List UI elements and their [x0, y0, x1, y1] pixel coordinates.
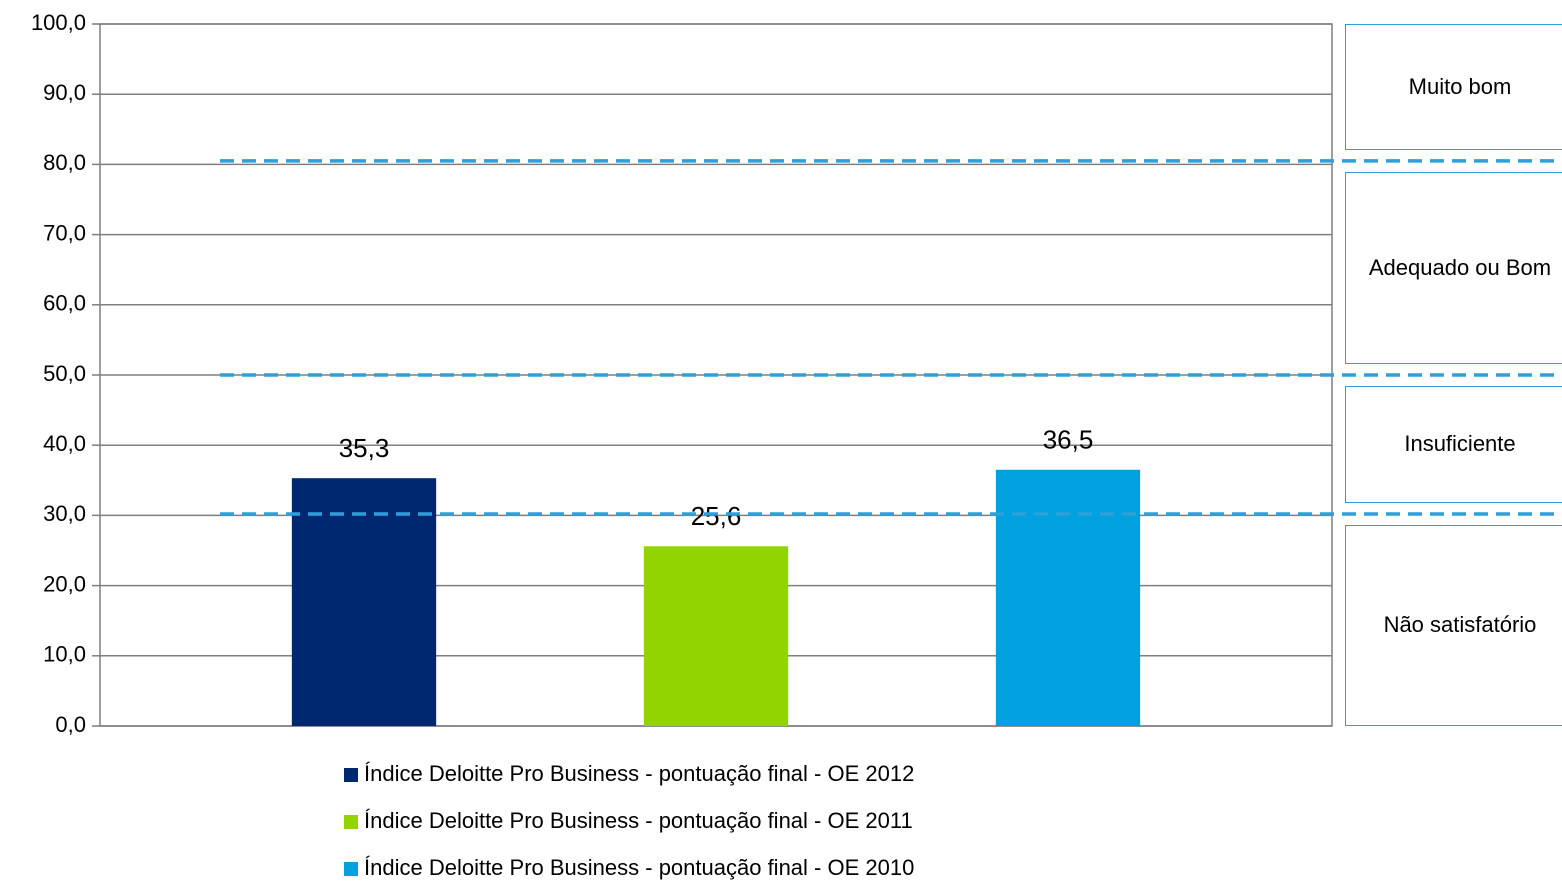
band-label: Não satisfatório	[1345, 524, 1562, 726]
y-tick-label: 30,0	[43, 501, 86, 526]
bar	[291, 478, 437, 726]
legend-label: Índice Deloitte Pro Business - pontuação…	[364, 761, 914, 786]
y-tick-label: 50,0	[43, 361, 86, 386]
legend-label: Índice Deloitte Pro Business - pontuação…	[364, 808, 913, 833]
legend-swatch	[344, 768, 358, 782]
data-label: 35,3	[339, 433, 390, 463]
legend-swatch	[344, 862, 358, 876]
data-label: 25,6	[691, 501, 742, 531]
bar	[643, 546, 789, 726]
y-tick-label: 80,0	[43, 150, 86, 175]
band-label: Muito bom	[1345, 24, 1562, 150]
y-tick-label: 100,0	[31, 10, 86, 35]
y-tick-label: 10,0	[43, 642, 86, 667]
y-tick-label: 60,0	[43, 291, 86, 316]
y-tick-label: 40,0	[43, 431, 86, 456]
y-tick-label: 70,0	[43, 220, 86, 245]
y-tick-label: 90,0	[43, 80, 86, 105]
y-tick-label: 20,0	[43, 571, 86, 596]
bar	[995, 469, 1141, 726]
legend-swatch	[344, 815, 358, 829]
band-label: Insuficiente	[1345, 386, 1562, 503]
legend-label: Índice Deloitte Pro Business - pontuação…	[364, 855, 914, 880]
data-label: 36,5	[1043, 425, 1094, 455]
band-label: Adequado ou Bom	[1345, 171, 1562, 364]
y-tick-label: 0,0	[55, 712, 86, 737]
